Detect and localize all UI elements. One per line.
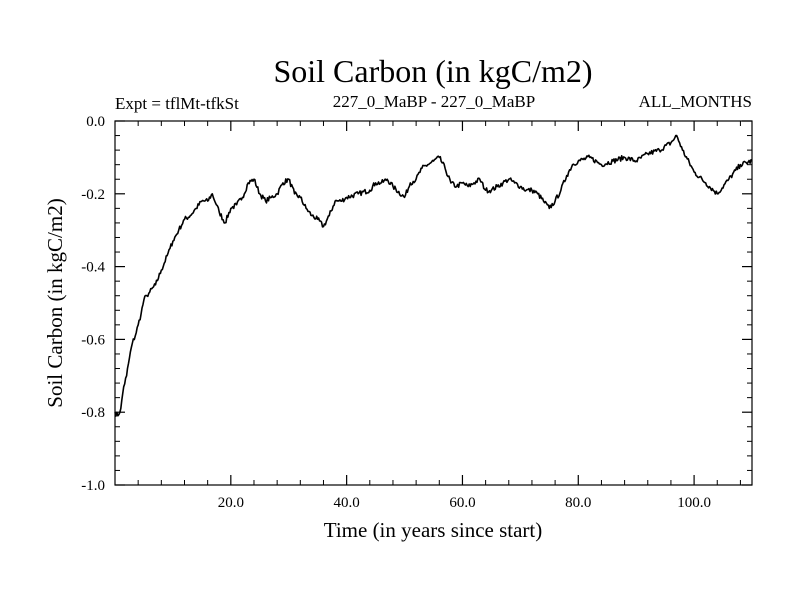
y-axis-ticks — [115, 120, 752, 486]
x-tick-label: 80.0 — [565, 495, 591, 511]
y-tick-label: 0.0 — [86, 114, 105, 130]
x-axis-ticks — [137, 121, 741, 485]
subtitle-right: ALL_MONTHS — [639, 92, 752, 111]
y-tick-label: -0.6 — [81, 332, 105, 348]
y-tick-label: -0.8 — [81, 405, 105, 421]
x-tick-label: 20.0 — [218, 495, 244, 511]
y-tick-label: -0.2 — [81, 187, 105, 203]
series-line-soil-carbon — [114, 134, 753, 417]
x-tick-label: 60.0 — [449, 495, 475, 511]
x-axis-tick-labels: 20.0 40.0 60.0 80.0 100.0 — [218, 495, 711, 511]
y-axis-tick-labels: 0.0 -0.2 -0.4 -0.6 -0.8 -1.0 — [81, 114, 105, 494]
x-tick-label: 100.0 — [677, 495, 711, 511]
y-axis-label: Soil Carbon (in kgC/m2) — [43, 198, 67, 407]
y-tick-label: -1.0 — [81, 478, 105, 494]
subtitle-center: 227_0_MaBP - 227_0_MaBP — [333, 92, 535, 111]
x-axis-label: Time (in years since start) — [324, 518, 543, 542]
subtitle-left: Expt = tflMt-tfkSt — [115, 94, 239, 113]
chart-title: Soil Carbon (in kgC/m2) — [273, 53, 592, 89]
plot-frame — [114, 120, 753, 486]
y-tick-label: -0.4 — [81, 260, 105, 276]
x-tick-label: 40.0 — [334, 495, 360, 511]
